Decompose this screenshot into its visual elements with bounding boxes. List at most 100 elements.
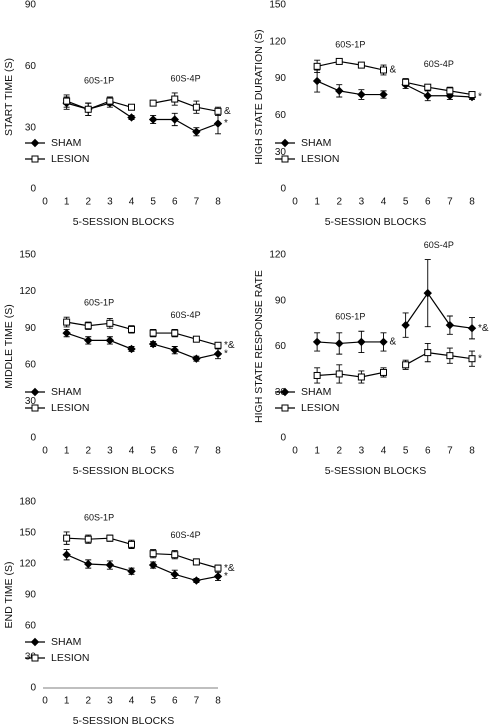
phase-label: 60S-1P	[84, 75, 114, 85]
series-line	[66, 321, 132, 330]
marker	[380, 368, 387, 376]
series-line	[152, 343, 219, 360]
y-tick-label: 0	[30, 683, 36, 694]
marker	[192, 354, 201, 363]
x-tick-label: 5	[150, 197, 156, 208]
legend-marker	[280, 138, 290, 148]
marker	[127, 344, 136, 354]
series-line	[153, 332, 219, 346]
y-tick-label: 60	[25, 621, 37, 632]
marker	[127, 113, 136, 122]
x-tick-label: 6	[172, 446, 178, 457]
x-tick-label: 7	[194, 696, 200, 707]
x-axis-label: 5-SESSION BLOCKS	[73, 465, 175, 477]
series-line	[153, 118, 219, 133]
phase-label: 60S-4P	[424, 240, 454, 250]
marker	[335, 57, 343, 65]
marker	[84, 535, 92, 543]
x-axis-label: 5-SESSION BLOCKS	[325, 465, 427, 477]
marker	[127, 567, 136, 576]
y-axis-label: START TIME (S)	[3, 58, 15, 136]
x-tick-label: 8	[215, 446, 221, 457]
phase-label: 60S-4P	[171, 310, 201, 320]
x-tick-label: 5	[403, 446, 409, 457]
y-tick-label: 30	[25, 396, 37, 407]
y-axis-label: END TIME (S)	[3, 562, 15, 629]
marker	[106, 534, 114, 542]
x-tick-label: 2	[336, 197, 342, 208]
marker	[105, 336, 115, 345]
marker	[128, 103, 135, 111]
phase-label: 60S-4P	[171, 530, 201, 540]
legend-label: SHAM	[301, 137, 331, 149]
marker	[380, 66, 387, 74]
marker	[424, 349, 432, 357]
x-tick-label: 7	[194, 197, 200, 208]
y-tick-label: 120	[269, 36, 286, 47]
y-tick-label: 30	[25, 122, 37, 133]
y-tick-label: 60	[275, 110, 287, 121]
marker	[424, 83, 432, 91]
marker	[148, 560, 158, 570]
y-tick-label: 150	[19, 250, 36, 261]
marker	[446, 352, 454, 360]
y-tick-label: 90	[275, 73, 287, 84]
x-tick-label: 2	[336, 446, 342, 457]
series-line	[405, 351, 473, 366]
annotation: &	[390, 337, 397, 348]
legend-label: SHAM	[51, 386, 81, 398]
annotation: *&	[224, 340, 235, 351]
series-line	[66, 554, 132, 572]
legend-label: SHAM	[301, 386, 331, 398]
series-line	[153, 553, 219, 569]
marker	[192, 576, 201, 585]
marker	[170, 570, 179, 579]
legend-label: SHAM	[51, 137, 81, 149]
annotation: *	[224, 571, 228, 582]
x-tick-label: 6	[172, 197, 178, 208]
legend-label: LESION	[301, 153, 340, 165]
legend-marker	[31, 654, 39, 662]
marker	[468, 91, 476, 99]
y-tick-label: 60	[25, 61, 37, 72]
x-tick-label: 0	[292, 446, 298, 457]
y-tick-label: 60	[25, 359, 37, 370]
legend-marker	[31, 155, 39, 163]
x-tick-label: 3	[359, 197, 365, 208]
series-line	[316, 80, 384, 96]
marker	[402, 78, 410, 86]
y-tick-label: 90	[25, 323, 37, 334]
x-tick-label: 0	[42, 197, 48, 208]
legend-marker	[280, 387, 290, 397]
marker	[106, 319, 114, 327]
legend-label: LESION	[301, 402, 340, 414]
marker	[149, 550, 157, 558]
y-tick-label: 120	[269, 250, 286, 261]
x-tick-label: 7	[447, 197, 453, 208]
annotation: *	[478, 92, 482, 103]
marker	[106, 97, 114, 105]
legend-marker	[30, 138, 40, 148]
marker	[192, 103, 200, 111]
marker	[335, 370, 343, 378]
marker	[312, 337, 322, 347]
marker	[402, 361, 410, 369]
legend-label: SHAM	[51, 636, 81, 648]
legend-marker	[281, 404, 289, 412]
marker	[423, 91, 432, 100]
x-tick-label: 0	[42, 446, 48, 457]
marker	[63, 534, 71, 542]
marker	[170, 115, 179, 124]
x-tick-label: 8	[469, 197, 475, 208]
series-line	[405, 84, 473, 98]
marker	[128, 325, 135, 333]
x-tick-label: 1	[64, 446, 70, 457]
marker	[468, 355, 476, 363]
marker	[357, 90, 366, 99]
y-tick-label: 60	[275, 341, 287, 352]
x-tick-label: 8	[215, 197, 221, 208]
x-tick-label: 1	[314, 197, 320, 208]
series-line	[66, 102, 132, 118]
series-line	[405, 292, 473, 329]
x-tick-label: 4	[381, 446, 387, 457]
